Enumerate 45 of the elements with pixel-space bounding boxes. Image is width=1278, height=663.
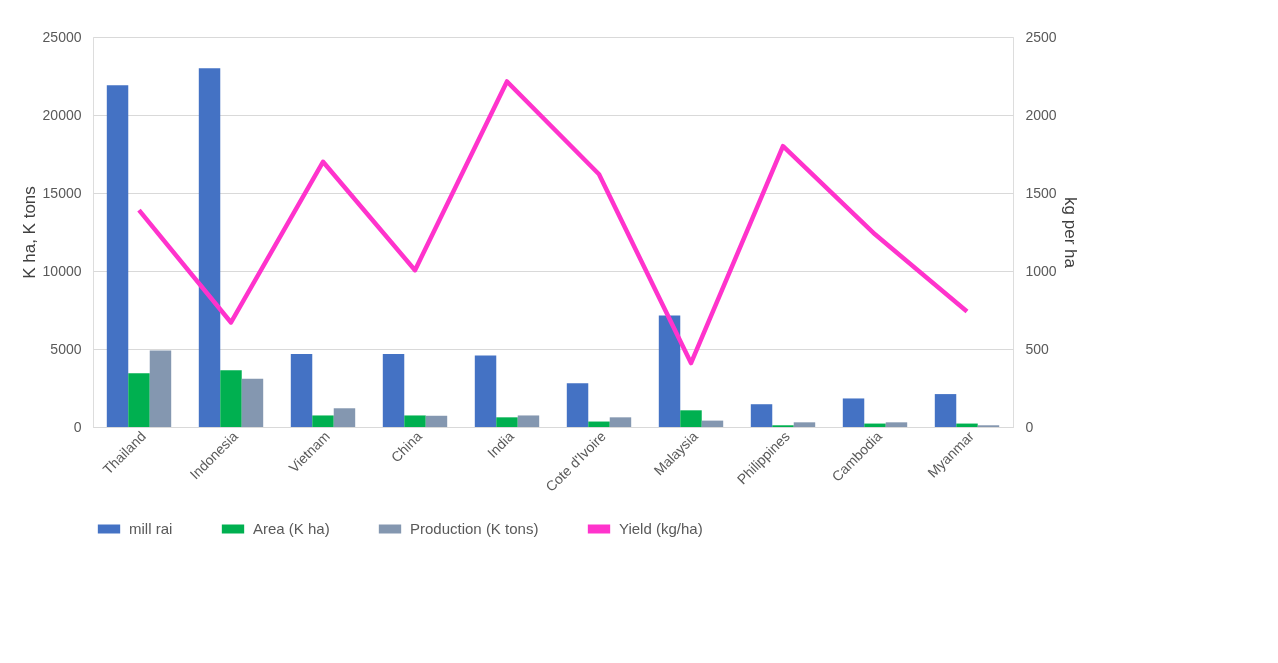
bar (658, 315, 681, 427)
line-series (136, 79, 970, 366)
y2-tick-label: 2500 (1025, 28, 1057, 45)
bar (566, 383, 589, 427)
legend-label: Yield (kg/ha) (619, 520, 703, 537)
bar (425, 415, 448, 427)
y2-tick-label: 0 (1025, 418, 1034, 435)
y-axis-title: K ha, K tons (19, 186, 39, 279)
y2-tick-label: 1000 (1025, 262, 1057, 279)
y2-tick-label: 500 (1025, 340, 1050, 357)
bar (793, 422, 816, 427)
bar (842, 398, 865, 427)
bar (106, 85, 129, 427)
bar (198, 68, 221, 427)
bar (128, 373, 150, 427)
bar (680, 410, 702, 427)
y-tick-label: 10000 (42, 262, 82, 279)
bar (149, 350, 172, 427)
legend-label: Area (K ha) (253, 520, 330, 537)
bar (609, 417, 632, 427)
bar (290, 353, 313, 427)
y2-axis-title: kg per ha (1060, 197, 1080, 269)
legend-label: Production (K tons) (410, 520, 539, 537)
bar (750, 404, 773, 427)
y2-tick-label: 2000 (1025, 106, 1057, 123)
bar (517, 415, 540, 427)
y2-tick-label: 1500 (1025, 184, 1057, 201)
bar (333, 408, 356, 427)
bar (588, 421, 610, 427)
y-tick-label: 25000 (42, 28, 82, 45)
bar (220, 370, 242, 427)
legend-label: mill rai (129, 520, 173, 537)
bar (934, 394, 957, 427)
bar (241, 378, 264, 427)
bar (496, 417, 518, 427)
bar (382, 353, 405, 427)
y-tick-label: 20000 (42, 106, 82, 123)
bar (701, 420, 724, 427)
bar (885, 422, 908, 427)
y-tick-label: 0 (73, 418, 82, 435)
y-tick-label: 5000 (50, 340, 82, 357)
y-tick-label: 15000 (42, 184, 82, 201)
bar (404, 415, 426, 427)
bar (312, 415, 334, 427)
bar (474, 355, 497, 427)
